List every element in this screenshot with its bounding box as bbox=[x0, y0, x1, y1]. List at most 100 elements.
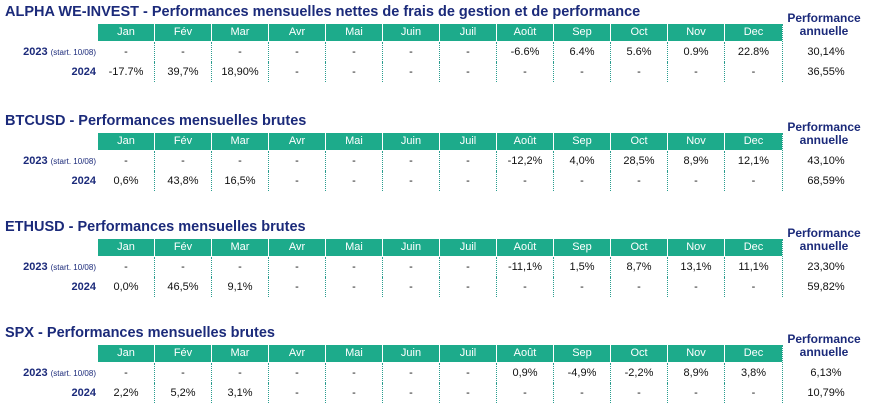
month-value-cell: - bbox=[269, 62, 326, 82]
annual-label-line2: annuelle bbox=[799, 24, 849, 38]
month-value-cell: 1,5% bbox=[554, 257, 611, 277]
month-header-cell: Mar bbox=[212, 133, 269, 150]
month-header-cell: Juil bbox=[440, 24, 497, 41]
month-value-cell: 28,5% bbox=[611, 151, 668, 171]
month-value-cell: - bbox=[326, 277, 383, 297]
month-value-cell: - bbox=[269, 363, 326, 383]
month-value-cell: - bbox=[383, 151, 440, 171]
month-header-cell: Juin bbox=[383, 239, 440, 256]
annual-value: 6,13% bbox=[810, 367, 842, 379]
month-header-cell: Jan bbox=[98, 24, 155, 41]
performance-table: ALPHA WE-INVEST - Performances mensuelle… bbox=[0, 4, 874, 98]
month-header-cell: Nov bbox=[668, 239, 725, 256]
month-value-cell: 0,9% bbox=[497, 363, 554, 383]
month-value-cell: - bbox=[155, 151, 212, 171]
month-value-cell: 3,8% bbox=[740, 367, 767, 379]
start-note: (start. 10/08) bbox=[50, 263, 96, 272]
month-header-cell: Mar bbox=[212, 239, 269, 256]
month-value-cell: 43,8% bbox=[155, 171, 212, 191]
month-header-cell: Avr bbox=[269, 133, 326, 150]
month-header-cell: Oct bbox=[611, 24, 668, 41]
table-row: 2023 (start. 10/08) - - - - - - -0,9% -4,9% -2,2%… bbox=[0, 363, 874, 383]
month-header-cell: Juin bbox=[383, 345, 440, 362]
month-value-cell: - bbox=[269, 151, 326, 171]
year-text: 2023 bbox=[23, 155, 48, 167]
annual-value: 10,79% bbox=[807, 387, 845, 399]
month-value-cell: - bbox=[212, 151, 269, 171]
annual-label-line1: Performance bbox=[787, 120, 861, 134]
month-header-cell: Juil bbox=[440, 239, 497, 256]
column-divider bbox=[782, 133, 783, 191]
month-header-cell: Sep bbox=[554, 133, 611, 150]
month-value-cell: - bbox=[383, 383, 440, 403]
month-value-cell: - bbox=[611, 277, 668, 297]
month-value-cell: - bbox=[383, 62, 440, 82]
month-header-cell: Juil bbox=[440, 133, 497, 150]
month-header-cell: Mai bbox=[326, 239, 383, 256]
month-value-cell: - bbox=[212, 42, 269, 62]
month-value-cell: 0,0% bbox=[98, 277, 155, 297]
month-value-cell: - bbox=[611, 383, 668, 403]
year-label: 2023 (start. 10/08) bbox=[0, 363, 96, 383]
annual-performance-label: Performance annuelle bbox=[778, 227, 870, 253]
month-value-cell: - bbox=[611, 171, 668, 191]
month-header-cell: Jan bbox=[98, 345, 155, 362]
month-header-cell: Dec bbox=[743, 135, 764, 147]
month-value-cell: -12,2% bbox=[497, 151, 554, 171]
month-value-cell: - bbox=[440, 277, 497, 297]
year-label: 2024 bbox=[0, 171, 96, 191]
annual-label-line1: Performance bbox=[787, 332, 861, 346]
month-header-cell: Dec bbox=[743, 347, 764, 359]
month-value-cell: - bbox=[440, 257, 497, 277]
month-value-cell: - bbox=[326, 151, 383, 171]
month-header-cell: Août bbox=[497, 345, 554, 362]
month-value-cell: - bbox=[155, 42, 212, 62]
annual-value: 23,30% bbox=[807, 261, 845, 273]
year-text: 2024 bbox=[71, 66, 96, 78]
annual-value: 59,82% bbox=[807, 281, 845, 293]
month-value-cell: - bbox=[668, 383, 725, 403]
month-value-cell: - bbox=[751, 66, 756, 78]
month-header-cell: Juin bbox=[383, 133, 440, 150]
month-value-cell: -11,1% bbox=[497, 257, 554, 277]
month-value-cell: - bbox=[611, 62, 668, 82]
annual-label-line2: annuelle bbox=[799, 239, 849, 253]
month-value-cell: - bbox=[554, 171, 611, 191]
month-value-cell: -2,2% bbox=[611, 363, 668, 383]
month-value-cell: -6.6% bbox=[497, 42, 554, 62]
year-label: 2024 bbox=[0, 62, 96, 82]
month-value-cell: - bbox=[269, 42, 326, 62]
year-text: 2023 bbox=[23, 261, 48, 273]
month-value-cell: 8,9% bbox=[668, 151, 725, 171]
month-header-cell: Oct bbox=[611, 239, 668, 256]
annual-label-line2: annuelle bbox=[799, 133, 849, 147]
year-text: 2024 bbox=[71, 387, 96, 399]
month-value-cell: 5,2% bbox=[155, 383, 212, 403]
month-header-cell: Dec bbox=[743, 241, 764, 253]
month-value-cell: - bbox=[668, 62, 725, 82]
month-value-cell: - bbox=[269, 383, 326, 403]
month-header-cell: Fév bbox=[155, 133, 212, 150]
annual-value: 43,10% bbox=[807, 155, 845, 167]
month-header-cell: Mai bbox=[326, 133, 383, 150]
month-value-cell: - bbox=[269, 277, 326, 297]
month-value-cell: 8,9% bbox=[668, 363, 725, 383]
performance-table: SPX - Performances mensuelles brutes Perf… bbox=[0, 325, 874, 419]
month-value-cell: - bbox=[383, 363, 440, 383]
month-value-cell: - bbox=[554, 383, 611, 403]
month-value-cell: - bbox=[326, 363, 383, 383]
month-value-cell: - bbox=[212, 257, 269, 277]
month-cells: - - - - - - - -11,1% 1,5% 8,7% 13,1% 11,1% bbox=[98, 257, 782, 277]
month-value-cell: - bbox=[440, 62, 497, 82]
start-note: (start. 10/08) bbox=[50, 157, 96, 166]
year-text: 2023 bbox=[23, 367, 48, 379]
month-value-cell: 12,1% bbox=[737, 155, 770, 167]
month-cells: 0,6% 43,8% 16,5% - - - - - - - - - bbox=[98, 171, 782, 191]
month-value-cell: - bbox=[554, 277, 611, 297]
month-header-cell: Nov bbox=[668, 345, 725, 362]
table-title: ETHUSD - Performances mensuelles brutes bbox=[5, 219, 306, 235]
column-divider bbox=[782, 345, 783, 403]
month-value-cell: - bbox=[383, 277, 440, 297]
month-value-cell: 18,90% bbox=[212, 62, 269, 82]
table-title: ALPHA WE-INVEST - Performances mensuelle… bbox=[5, 4, 641, 20]
